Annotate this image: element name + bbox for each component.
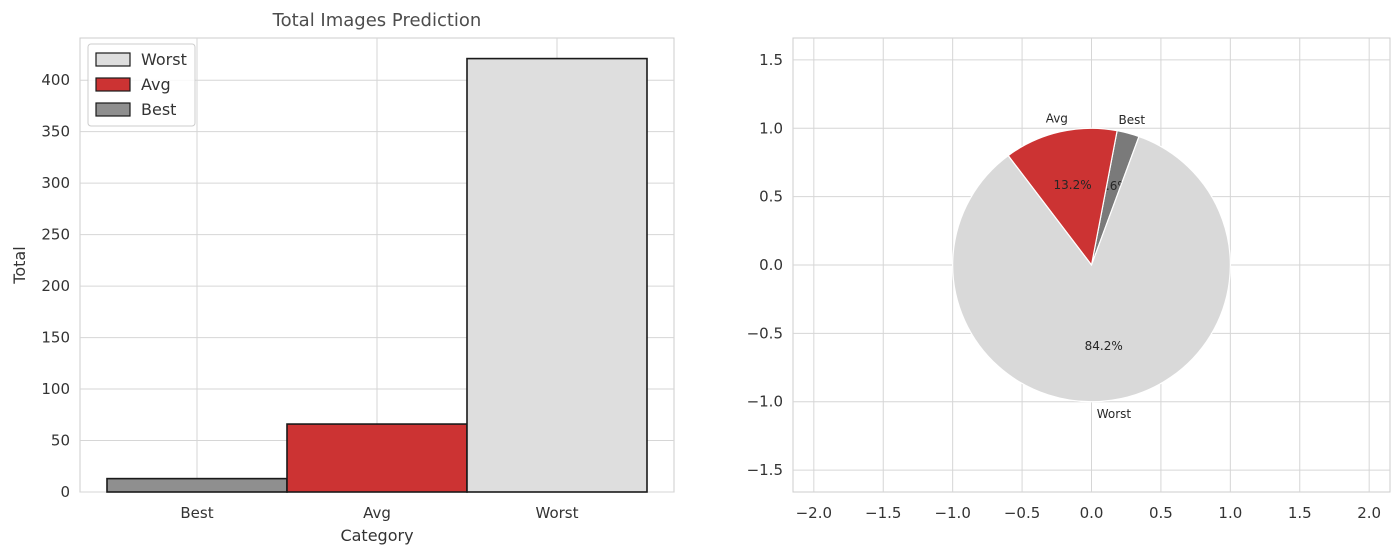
legend-swatch-best: [95, 102, 131, 117]
bar-x-axis-label: Category: [340, 526, 413, 545]
bar-x-tick-label: Best: [180, 504, 213, 522]
bar-y-tick-label: 50: [51, 432, 70, 450]
legend-label: Avg: [141, 75, 171, 94]
pie-y-tick-label: −0.5: [747, 324, 783, 342]
pie-chart: −2.0 −1.5 −1.0 −0.5 0.0 0.5 1.0 1.5 2.0 −1.5 −1.0 −…: [747, 37, 1391, 522]
pie-category-label: Worst: [1097, 407, 1132, 421]
pie-x-tick-label: −1.5: [865, 504, 901, 522]
pie-x-tick-label: 2.0: [1357, 504, 1381, 522]
legend-swatch-avg: [95, 77, 131, 92]
bar-y-tick-label: 350: [41, 123, 70, 141]
pie-axes: −2.0 −1.5 −1.0 −0.5 0.0 0.5 1.0 1.5 2.0 −1.5 −1.0 −…: [747, 51, 1382, 522]
bar-y-axis-label: Total: [10, 246, 29, 284]
pie-x-tick-label: 1.5: [1288, 504, 1312, 522]
pie-slice-worst: [952, 135, 1231, 403]
bar-x-tick-label: Avg: [363, 504, 391, 522]
pie-x-tick-label: 0.5: [1149, 504, 1173, 522]
bar-worst: [466, 57, 648, 493]
bar-avg: [286, 423, 468, 493]
pie-percent-label: 84.2%: [1085, 339, 1123, 353]
pie-y-tick-label: 1.0: [759, 119, 783, 137]
legend-label: Best: [141, 100, 176, 119]
bar-y-tick-label: 0: [60, 483, 70, 501]
bar-y-tick-label: 300: [41, 174, 70, 192]
pie-x-tick-label: 0.0: [1080, 504, 1104, 522]
pie-x-tick-label: −1.0: [934, 504, 970, 522]
pie-category-label: Best: [1119, 113, 1146, 127]
bar-best: [106, 477, 288, 493]
pie-y-tick-label: 0.5: [759, 188, 783, 206]
pie-category-label: Avg: [1046, 112, 1068, 126]
legend-label: Worst: [141, 50, 187, 69]
bar-y-tick-label: 100: [41, 380, 70, 398]
pie-x-tick-label: −0.5: [1004, 504, 1040, 522]
pie-x-tick-label: −2.0: [796, 504, 832, 522]
pie-y-tick-label: 1.5: [759, 51, 783, 69]
bar-y-tick-label: 250: [41, 226, 70, 244]
pie-y-tick-label: −1.0: [747, 393, 783, 411]
bar-marks: [106, 57, 648, 493]
bar-chart-title: Total Images Prediction: [272, 10, 482, 31]
bar-y-tick-label: 400: [41, 71, 70, 89]
bar-chart: 0 50 100 150 200 250 300 350 400 Best Avg Worst Tot…: [10, 10, 675, 545]
bar-y-tick-label: 150: [41, 329, 70, 347]
bar-x-tick-label: Worst: [536, 504, 579, 522]
pie-slice-avg: [1007, 127, 1118, 267]
pie-percent-label: 13.2%: [1054, 178, 1092, 192]
pie-x-tick-label: 1.0: [1218, 504, 1242, 522]
pie-y-tick-label: −1.5: [747, 461, 783, 479]
bar-y-tick-label: 200: [41, 277, 70, 295]
legend-swatch-worst: [95, 52, 131, 67]
bar-axes: 0 50 100 150 200 250 300 350 400 Best Avg Worst: [41, 71, 578, 522]
bar-legend: Worst Avg Best: [87, 43, 196, 127]
pie-y-tick-label: 0.0: [759, 256, 783, 274]
